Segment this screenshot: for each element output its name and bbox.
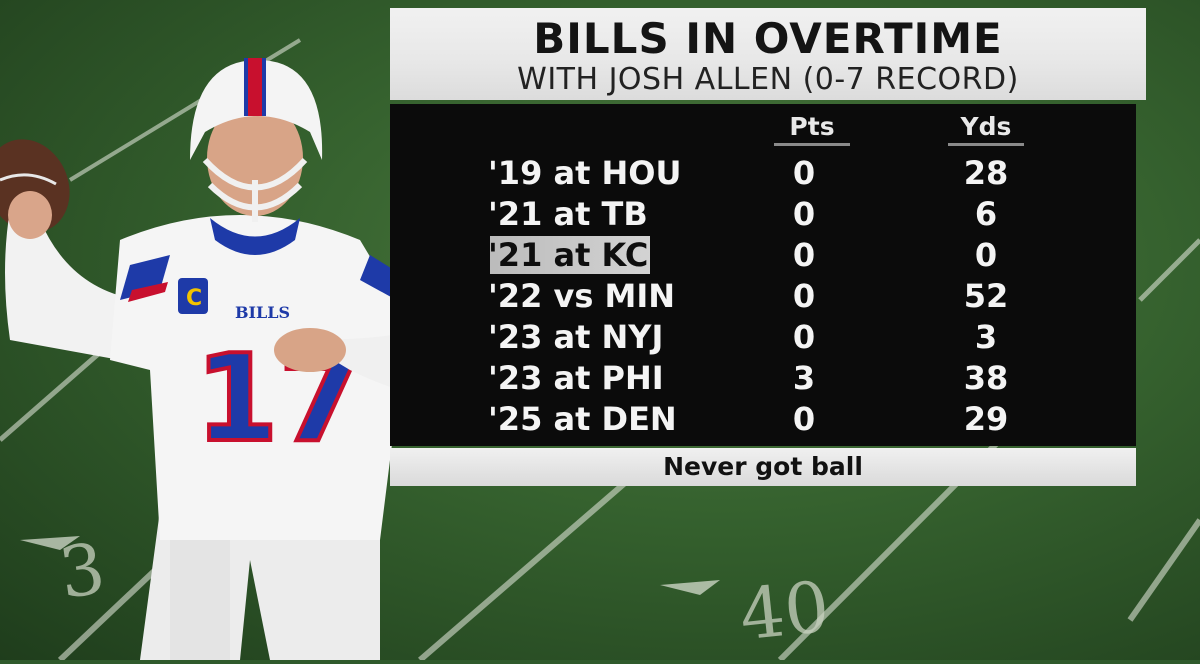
yards-cell: 52	[963, 277, 1009, 315]
column-header-yards: Yds	[948, 112, 1024, 146]
game-cell: '25 at DEN	[488, 400, 677, 438]
points-cell: 3	[792, 359, 816, 397]
captain-patch: C	[186, 286, 202, 311]
game-cell: '23 at PHI	[488, 359, 664, 397]
graphic-title: BILLS IN OVERTIME	[533, 14, 1003, 63]
yards-cell: 0	[974, 236, 998, 274]
points-cell: 0	[792, 236, 816, 274]
yard-number-40: 40	[735, 565, 834, 657]
game-cell: '21 at KC	[488, 236, 649, 274]
overtime-stats-graphic: BILLS IN OVERTIME WITH JOSH ALLEN (0-7 R…	[390, 8, 1146, 486]
game-cell: '21 at TB	[488, 195, 648, 233]
column-header-yards-label: Yds	[960, 112, 1012, 141]
title-banner: BILLS IN OVERTIME WITH JOSH ALLEN (0-7 R…	[390, 8, 1146, 100]
points-cell: 0	[792, 400, 816, 438]
yards-cell: 6	[974, 195, 998, 233]
table-row: '23 at PHI 3 38	[390, 359, 1136, 399]
yards-cell: 38	[963, 359, 1009, 397]
column-header-points: Pts	[774, 112, 850, 146]
points-cell: 0	[792, 277, 816, 315]
footer-note: Never got ball	[390, 448, 1136, 486]
column-header-points-label: Pts	[789, 112, 835, 141]
quarterback-player-image: 17 BILLS C	[0, 40, 490, 660]
jersey-text: BILLS	[235, 303, 290, 322]
table-row: '23 at NYJ 0 3	[390, 318, 1136, 358]
yards-cell: 29	[963, 400, 1009, 438]
table-row-highlighted: '21 at KC 0 0	[390, 236, 1136, 276]
table-row: '22 vs MIN 0 52	[390, 277, 1136, 317]
game-cell: '19 at HOU	[488, 154, 682, 192]
table-row: '21 at TB 0 6	[390, 195, 1136, 235]
yards-cell: 3	[974, 318, 998, 356]
graphic-subtitle: WITH JOSH ALLEN (0-7 RECORD)	[517, 62, 1019, 97]
game-cell: '23 at NYJ	[488, 318, 664, 356]
row-highlight	[490, 236, 650, 274]
points-cell: 0	[792, 154, 816, 192]
table-row: '19 at HOU 0 28	[390, 154, 1136, 194]
points-cell: 0	[792, 318, 816, 356]
stats-table: Pts Yds '19 at HOU 0 28 '21 at TB 0 6 '2…	[390, 104, 1136, 446]
game-cell: '22 vs MIN	[488, 277, 676, 315]
yards-cell: 28	[963, 154, 1009, 192]
points-cell: 0	[792, 195, 816, 233]
table-row: '25 at DEN 0 29	[390, 400, 1136, 440]
